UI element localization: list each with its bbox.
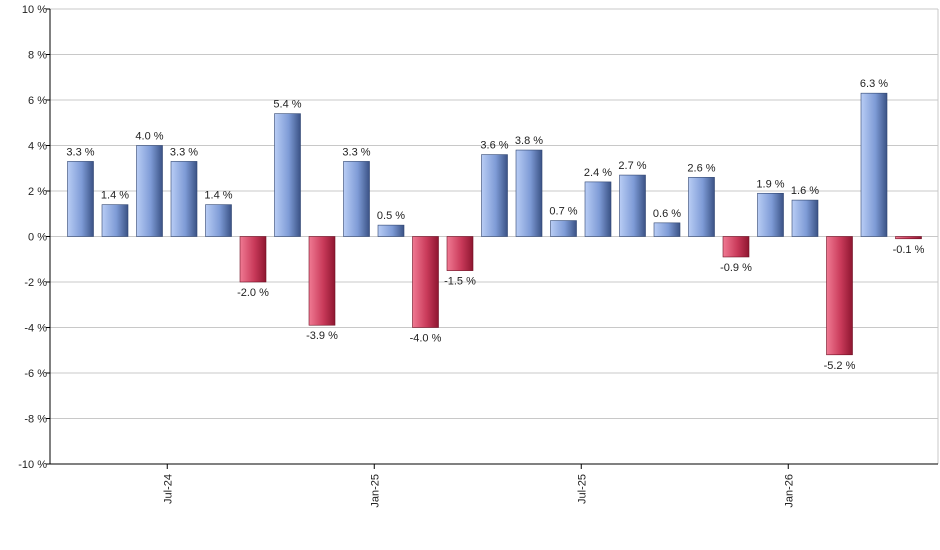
data-label: 2.4 % — [584, 167, 612, 179]
data-label: 1.6 % — [791, 185, 819, 197]
y-tick-label: 2 % — [28, 186, 47, 198]
data-label: 0.7 % — [549, 206, 577, 218]
y-tick-label: -2 % — [24, 277, 47, 289]
bar — [481, 154, 508, 237]
bar — [791, 199, 819, 237]
data-label: 4.0 % — [135, 131, 163, 143]
bar — [274, 113, 301, 237]
x-tick-label: Jan-25 — [369, 474, 381, 508]
bar — [101, 204, 129, 237]
y-tick-label: -8 % — [24, 414, 47, 426]
bar — [377, 224, 405, 237]
y-tick-label: -10 % — [18, 459, 47, 471]
bar — [239, 236, 267, 283]
x-tick-label: Jul-24 — [162, 474, 174, 504]
y-tick-label: -4 % — [24, 323, 47, 335]
bar — [757, 192, 784, 237]
data-label: -0.1 % — [893, 244, 925, 256]
bar — [826, 236, 853, 356]
data-label: 1.4 % — [101, 190, 129, 202]
bar — [550, 220, 577, 237]
data-label: 3.8 % — [515, 135, 543, 147]
bar — [860, 92, 888, 237]
data-label: -5.2 % — [824, 360, 856, 372]
bar — [653, 222, 681, 237]
y-tick-label: 8 % — [28, 50, 47, 62]
axes: 10 % 8 % 6 % 4 % 2 % 0 % -2 % -4 % -6 % -8 % -10 %… — [18, 4, 938, 508]
data-label: 0.6 % — [653, 208, 681, 220]
bar — [895, 236, 922, 240]
y-tick-label: 10 % — [22, 4, 47, 16]
data-label: 3.3 % — [66, 146, 94, 158]
data-label: 6.3 % — [860, 78, 888, 90]
y-tick-label: -6 % — [24, 368, 47, 380]
data-label: 2.6 % — [687, 162, 715, 174]
bar — [584, 181, 612, 237]
x-tick-label: Jan-26 — [783, 474, 795, 508]
data-labels: 3.3 % 1.4 % 4.0 % 3.3 % 1.4 % -2.0 % 5.4 % -3.9… — [66, 78, 924, 372]
data-label: -4.0 % — [410, 333, 442, 345]
data-label: -2.0 % — [237, 287, 269, 299]
data-label: 3.6 % — [480, 140, 508, 152]
bar — [446, 236, 474, 271]
data-label: 3.3 % — [170, 146, 198, 158]
bar — [170, 161, 198, 237]
data-label: -3.9 % — [306, 330, 338, 342]
data-label: 2.7 % — [618, 160, 646, 172]
bar — [308, 236, 336, 326]
data-label: 1.4 % — [204, 190, 232, 202]
bar — [619, 174, 646, 237]
bar — [205, 204, 232, 237]
bar — [412, 236, 439, 328]
data-label: 0.5 % — [377, 210, 405, 222]
bar — [688, 177, 715, 237]
data-label: 3.3 % — [342, 146, 370, 158]
bar — [343, 161, 370, 237]
bar — [67, 161, 94, 237]
data-label: 5.4 % — [273, 99, 301, 111]
data-label: -0.9 % — [720, 262, 752, 274]
data-label: 1.9 % — [756, 178, 784, 190]
y-tick-label: 4 % — [28, 141, 47, 153]
bars — [67, 92, 922, 356]
y-tick-label: 0 % — [28, 232, 47, 244]
bar — [722, 236, 750, 258]
x-tick-label: Jul-25 — [576, 474, 588, 504]
y-tick-label: 6 % — [28, 95, 47, 107]
data-label: -1.5 % — [444, 276, 476, 288]
bar — [515, 149, 543, 237]
bar — [136, 145, 163, 237]
